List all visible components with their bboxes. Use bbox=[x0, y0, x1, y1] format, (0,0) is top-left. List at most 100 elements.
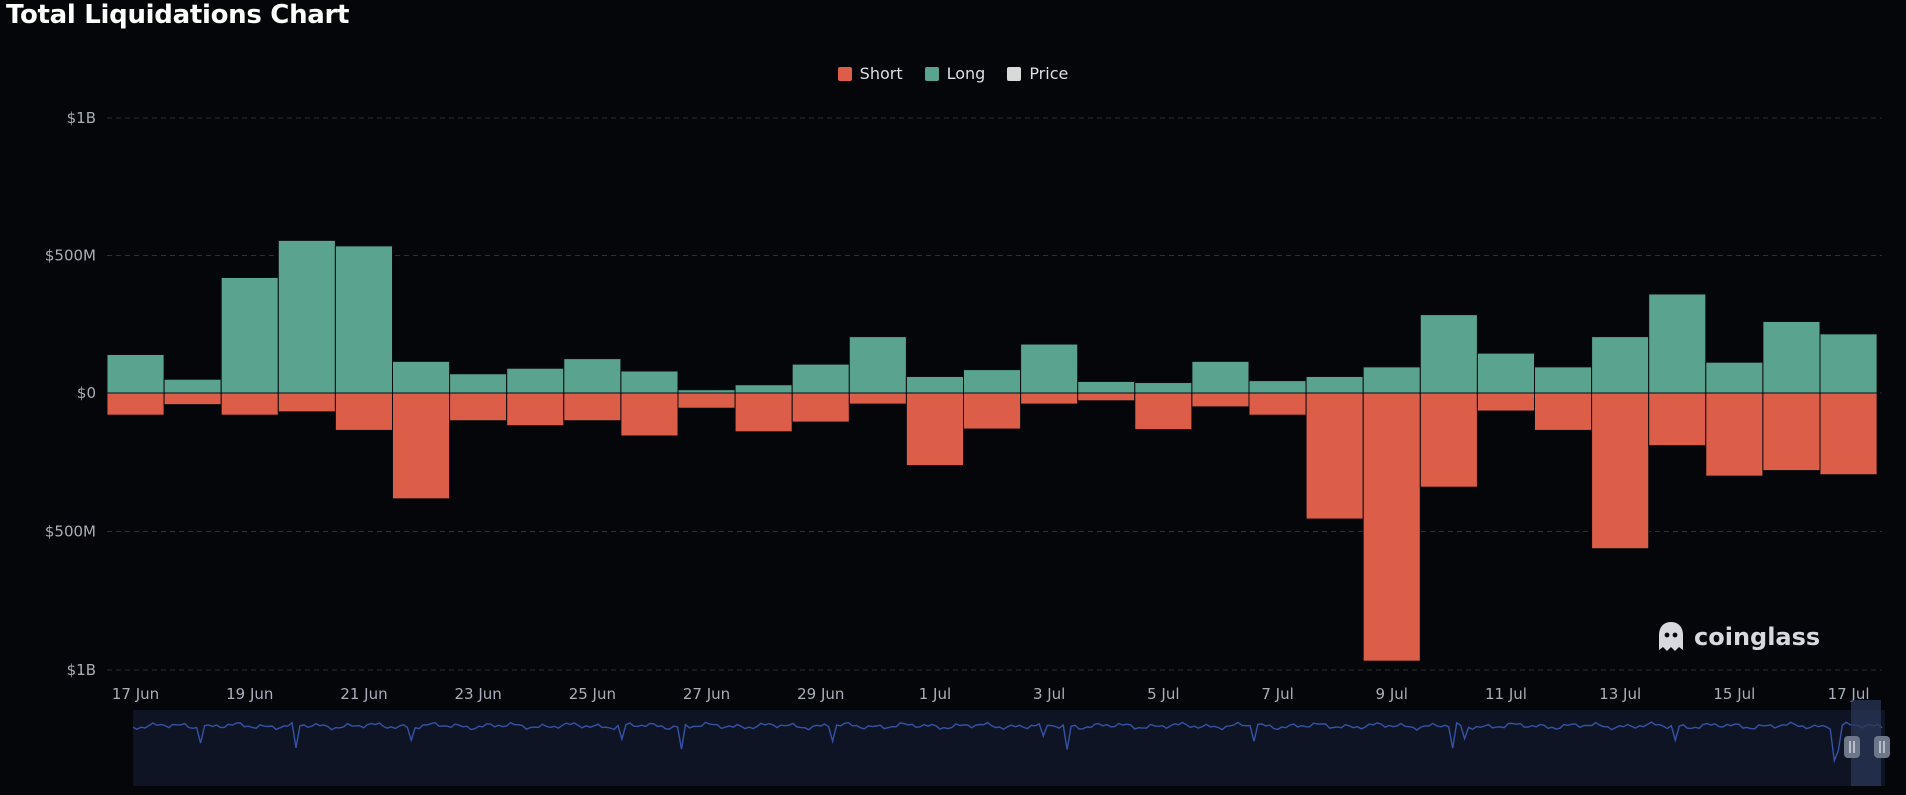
bar-short[interactable] bbox=[1248, 392, 1307, 416]
bar-short[interactable] bbox=[677, 392, 736, 409]
bar-long[interactable] bbox=[334, 245, 393, 394]
bar-short[interactable] bbox=[963, 392, 1022, 430]
watermark-text: coinglass bbox=[1694, 623, 1821, 651]
bar-long[interactable] bbox=[563, 358, 622, 394]
bar-short[interactable] bbox=[1305, 392, 1364, 520]
bar-short[interactable] bbox=[277, 392, 336, 413]
bar-long[interactable] bbox=[1534, 366, 1593, 394]
page-title: Total Liquidations Chart bbox=[6, 0, 350, 30]
bar-short[interactable] bbox=[449, 392, 508, 422]
bars bbox=[106, 239, 1878, 662]
legend-label-long: Long bbox=[946, 64, 986, 83]
bar-long[interactable] bbox=[506, 367, 565, 394]
legend-swatch-price bbox=[1007, 66, 1022, 81]
legend-label-short: Short bbox=[859, 64, 903, 83]
bar-long[interactable] bbox=[392, 360, 451, 394]
zoom-slider[interactable] bbox=[132, 700, 1890, 786]
bar-short[interactable] bbox=[848, 392, 907, 405]
chart-legend: Short Long Price bbox=[0, 64, 1906, 83]
x-tick-label: 9 Jul bbox=[1376, 685, 1408, 703]
bar-long[interactable] bbox=[1476, 352, 1536, 394]
x-tick-label: 5 Jul bbox=[1147, 685, 1179, 703]
bar-long[interactable] bbox=[1191, 360, 1250, 394]
x-tick-label: 11 Jul bbox=[1485, 685, 1527, 703]
x-tick-label: 25 Jun bbox=[569, 685, 616, 703]
legend-item-short[interactable]: Short bbox=[837, 64, 903, 83]
bar-short[interactable] bbox=[1534, 392, 1593, 431]
bar-short[interactable] bbox=[1134, 392, 1193, 431]
coinglass-watermark: coinglass bbox=[1656, 620, 1820, 654]
bar-long[interactable] bbox=[1077, 380, 1136, 394]
bar-long[interactable] bbox=[963, 369, 1022, 394]
bar-short[interactable] bbox=[106, 392, 165, 416]
bar-long[interactable] bbox=[1248, 380, 1307, 394]
bar-short[interactable] bbox=[1362, 392, 1421, 662]
bar-long[interactable] bbox=[220, 277, 279, 394]
bar-short[interactable] bbox=[1191, 392, 1250, 408]
bar-short[interactable] bbox=[163, 392, 222, 406]
bar-long[interactable] bbox=[1591, 336, 1650, 394]
x-tick-label: 17 Jul bbox=[1828, 685, 1870, 703]
bar-short[interactable] bbox=[791, 392, 850, 423]
bar-long[interactable] bbox=[449, 373, 508, 394]
bar-short[interactable] bbox=[905, 392, 965, 467]
bar-long[interactable] bbox=[620, 370, 679, 394]
bar-short[interactable] bbox=[334, 392, 393, 431]
bar-short[interactable] bbox=[563, 392, 622, 422]
x-tick-label: 17 Jun bbox=[112, 685, 159, 703]
bar-long[interactable] bbox=[734, 384, 793, 394]
bar-long[interactable] bbox=[277, 239, 336, 394]
bar-long[interactable] bbox=[905, 376, 965, 394]
bar-long[interactable] bbox=[106, 354, 165, 394]
bar-short[interactable] bbox=[734, 392, 793, 433]
x-tick-label: 19 Jun bbox=[226, 685, 273, 703]
bar-long[interactable] bbox=[1419, 314, 1478, 394]
bar-long[interactable] bbox=[1819, 333, 1878, 394]
bar-short[interactable] bbox=[620, 392, 679, 437]
bar-long[interactable] bbox=[163, 378, 222, 394]
x-tick-label: 29 Jun bbox=[797, 685, 844, 703]
y-axis-ticks: $1B $500M $0 $500M $1B bbox=[45, 109, 96, 679]
bar-long[interactable] bbox=[791, 363, 850, 394]
bar-short[interactable] bbox=[1705, 392, 1764, 477]
x-tick-label: 15 Jul bbox=[1713, 685, 1755, 703]
bar-short[interactable] bbox=[220, 392, 279, 416]
bar-long[interactable] bbox=[1762, 321, 1821, 394]
x-tick-label: 3 Jul bbox=[1033, 685, 1065, 703]
legend-item-price[interactable]: Price bbox=[1007, 64, 1068, 83]
x-tick-label: 23 Jun bbox=[455, 685, 502, 703]
bar-short[interactable] bbox=[1591, 392, 1650, 550]
bar-short[interactable] bbox=[1419, 392, 1478, 488]
legend-swatch-long bbox=[924, 66, 939, 81]
mini-price-line bbox=[132, 721, 1883, 764]
y-tick-label: $1B bbox=[67, 661, 96, 679]
legend-swatch-short bbox=[837, 66, 852, 81]
x-tick-label: 1 Jul bbox=[919, 685, 951, 703]
zoom-handle-right[interactable] bbox=[1874, 736, 1890, 758]
bar-short[interactable] bbox=[1819, 392, 1878, 476]
legend-item-long[interactable]: Long bbox=[924, 64, 986, 83]
y-tick-label: $1B bbox=[67, 109, 96, 127]
x-axis-ticks: 17 Jun 19 Jun 21 Jun 23 Jun 25 Jun 27 Jun 29 J… bbox=[112, 685, 1870, 703]
bar-short[interactable] bbox=[1762, 392, 1821, 472]
bar-long[interactable] bbox=[1134, 382, 1193, 394]
bar-long[interactable] bbox=[1305, 376, 1364, 394]
bar-short[interactable] bbox=[1476, 392, 1536, 412]
bar-short[interactable] bbox=[1020, 392, 1079, 405]
bar-short[interactable] bbox=[1077, 392, 1136, 402]
ghost-logo-icon bbox=[1659, 622, 1683, 651]
bar-short[interactable] bbox=[1648, 392, 1707, 447]
bar-long[interactable] bbox=[1362, 366, 1421, 394]
bar-short[interactable] bbox=[392, 392, 451, 500]
bar-long[interactable] bbox=[1648, 293, 1707, 394]
bar-short[interactable] bbox=[506, 392, 565, 427]
bar-long[interactable] bbox=[1705, 361, 1764, 394]
zoom-slider-track[interactable] bbox=[133, 710, 1885, 786]
y-tick-label: $500M bbox=[45, 247, 96, 265]
bar-long[interactable] bbox=[848, 336, 907, 394]
bar-long[interactable] bbox=[1020, 343, 1079, 394]
y-tick-label: $0 bbox=[77, 384, 96, 402]
zoom-handle-left[interactable] bbox=[1844, 736, 1860, 758]
y-tick-label: $500M bbox=[45, 523, 96, 541]
